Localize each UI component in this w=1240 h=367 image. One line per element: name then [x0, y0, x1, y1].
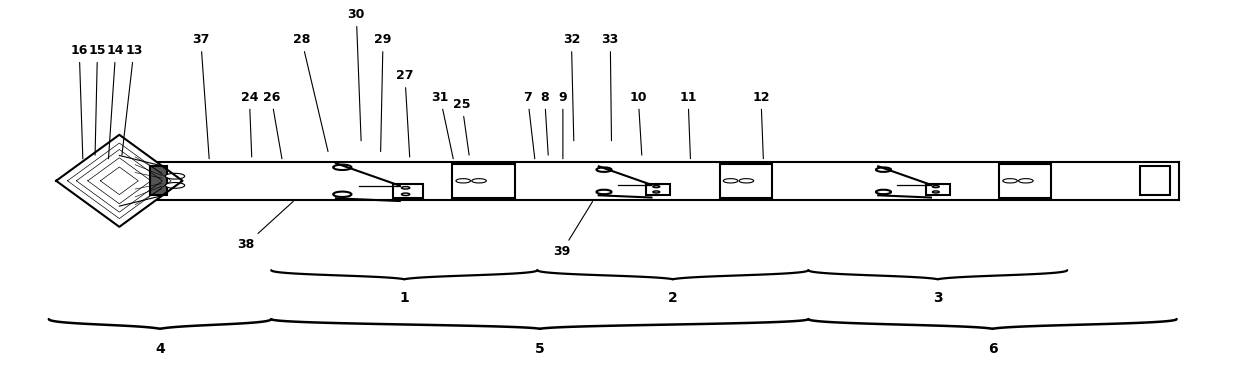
Text: 31: 31: [432, 91, 454, 159]
Circle shape: [932, 186, 939, 188]
Text: 1: 1: [399, 291, 409, 305]
Text: 14: 14: [107, 44, 124, 159]
Circle shape: [875, 190, 892, 194]
Text: 7: 7: [523, 91, 534, 159]
Circle shape: [653, 191, 660, 193]
Text: 2: 2: [668, 291, 678, 305]
Text: 25: 25: [454, 98, 471, 155]
Text: 15: 15: [89, 44, 107, 155]
FancyBboxPatch shape: [999, 164, 1052, 197]
Circle shape: [723, 179, 738, 183]
Text: 37: 37: [192, 33, 210, 159]
Text: 26: 26: [263, 91, 281, 159]
FancyBboxPatch shape: [393, 184, 423, 198]
FancyBboxPatch shape: [646, 184, 671, 195]
Text: 28: 28: [293, 33, 329, 152]
Circle shape: [596, 167, 611, 172]
Text: 10: 10: [630, 91, 647, 155]
Text: 16: 16: [71, 44, 88, 159]
FancyBboxPatch shape: [150, 166, 166, 195]
Text: 38: 38: [237, 201, 294, 251]
Circle shape: [1003, 179, 1017, 183]
Circle shape: [456, 179, 470, 183]
Text: 6: 6: [987, 342, 997, 356]
Circle shape: [471, 179, 486, 183]
Text: 9: 9: [558, 91, 567, 159]
Circle shape: [402, 193, 409, 196]
Circle shape: [165, 182, 185, 188]
Circle shape: [165, 173, 185, 179]
Circle shape: [596, 190, 611, 194]
Circle shape: [932, 191, 939, 193]
FancyBboxPatch shape: [926, 184, 950, 195]
Text: 8: 8: [541, 91, 549, 155]
Circle shape: [653, 186, 660, 188]
FancyBboxPatch shape: [719, 164, 771, 197]
Text: 32: 32: [563, 33, 580, 141]
FancyBboxPatch shape: [1140, 166, 1171, 195]
Text: 11: 11: [680, 91, 697, 159]
Circle shape: [334, 165, 351, 170]
Text: 4: 4: [155, 342, 165, 356]
Text: 5: 5: [534, 342, 544, 356]
Text: 12: 12: [753, 91, 770, 159]
Text: 3: 3: [932, 291, 942, 305]
Text: 39: 39: [553, 201, 593, 258]
Text: 24: 24: [241, 91, 258, 157]
Circle shape: [1018, 179, 1033, 183]
FancyBboxPatch shape: [453, 164, 516, 197]
Circle shape: [875, 167, 892, 172]
Circle shape: [402, 186, 409, 189]
Text: 33: 33: [601, 33, 619, 141]
Circle shape: [334, 192, 351, 197]
Text: 13: 13: [122, 44, 143, 155]
Text: 29: 29: [374, 33, 392, 152]
Text: 30: 30: [347, 8, 365, 141]
Text: 27: 27: [396, 69, 414, 157]
Circle shape: [739, 179, 754, 183]
